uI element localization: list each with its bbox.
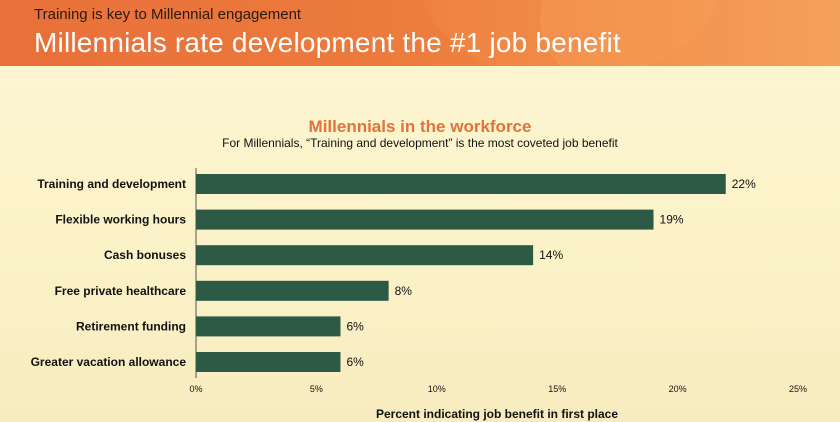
category-label: Greater vacation allowance [31,355,187,369]
x-tick-label: 0% [189,384,202,394]
category-label: Training and development [37,177,186,191]
category-label: Cash bonuses [104,248,186,262]
chart-title: Millennials in the workforce [308,117,532,136]
bar [196,316,341,337]
data-label: 14% [539,248,563,262]
category-label: Flexible working hours [55,213,186,227]
data-label: 6% [346,355,364,369]
bar [196,245,534,266]
header-headline: Millennials rate development the #1 job … [34,27,621,58]
header-kicker: Training is key to Millennial engagement [34,6,302,23]
bar [196,352,341,372]
chart-subtitle: For Millennials, “Training and developme… [222,136,618,150]
x-axis-label: Percent indicating job benefit in first … [375,407,619,421]
data-label: 8% [395,284,413,298]
x-tick-label: 10% [428,384,446,394]
x-tick-label: 5% [310,384,323,394]
decorative-swirl [540,0,840,66]
category-label: Free private healthcare [55,284,187,298]
data-label: 19% [660,213,684,227]
x-tick-label: 20% [669,384,687,394]
bar [196,174,726,194]
data-label: 22% [732,177,756,191]
bar [196,209,654,230]
data-label: 6% [346,319,364,333]
header-banner: Training is key to Millennial engagement… [0,0,840,66]
category-label: Retirement funding [76,319,186,333]
x-tick-label: 15% [548,384,566,394]
bar [196,280,389,301]
x-tick-label: 25% [789,384,807,394]
